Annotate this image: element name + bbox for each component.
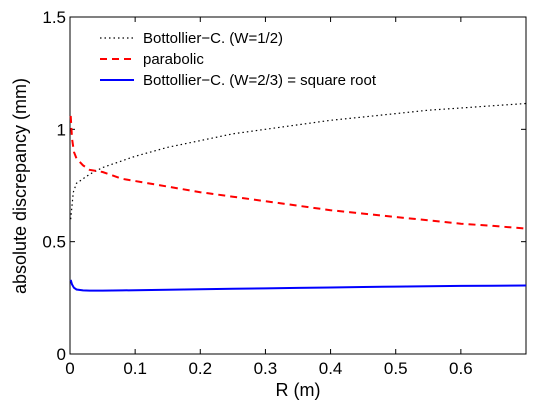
legend-label-3: Bottollier−C. (W=2/3) = square root — [143, 72, 377, 89]
y-tick-label: 0.5 — [42, 233, 66, 252]
series-line-1 — [70, 102, 527, 220]
x-tick-label: 0 — [65, 359, 74, 378]
x-axis: 0 0.1 0.2 0.3 0.4 0.5 0.6 — [65, 17, 473, 378]
series-line-3 — [69, 279, 527, 292]
y-axis: 0 0.5 1 1.5 — [42, 8, 526, 364]
legend-label-1: Bottollier−C. (W=1/2) — [143, 30, 283, 47]
x-axis-title: R (m) — [276, 380, 321, 400]
x-tick-label: 0.3 — [254, 359, 278, 378]
y-tick-label: 1.5 — [42, 8, 66, 27]
legend-label-2: parabolic — [143, 51, 204, 68]
legend: Bottollier−C. (W=1/2) parabolic Bottollier… — [100, 30, 377, 89]
series-line-2 — [69, 115, 527, 230]
x-tick-label: 0.4 — [319, 359, 343, 378]
y-tick-label: 0 — [57, 345, 66, 364]
plot-frame — [69, 16, 527, 355]
x-tick-label: 0.1 — [123, 359, 147, 378]
series-layer — [69, 102, 527, 292]
x-tick-label: 0.6 — [449, 359, 473, 378]
y-tick-label: 1 — [57, 120, 66, 139]
x-tick-label: 0.5 — [384, 359, 408, 378]
x-tick-label: 0.2 — [188, 359, 212, 378]
y-axis-title: absolute discrepancy (mm) — [10, 78, 30, 294]
